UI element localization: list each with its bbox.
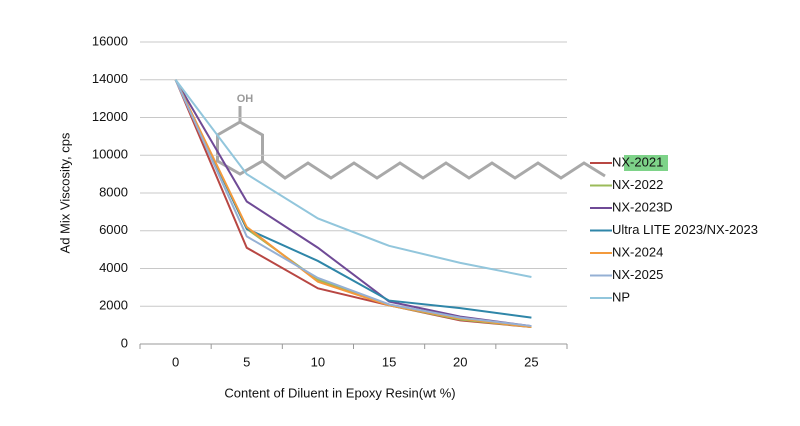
y-tick-label: 10000	[92, 147, 128, 162]
legend-label: NX-2021	[612, 154, 663, 169]
legend-label: NP	[612, 289, 630, 304]
legend-label: NX-2024	[612, 244, 663, 259]
y-tick-label: 12000	[92, 109, 128, 124]
legend-label: NX-2025	[612, 267, 663, 282]
series-line	[174, 79, 532, 278]
x-tick-label: 25	[524, 354, 538, 369]
legend-label: Ultra LITE 2023/NX-2023	[612, 222, 758, 237]
x-tick-label: 10	[311, 354, 325, 369]
x-tick-label: 20	[453, 354, 467, 369]
y-tick-label: 0	[121, 335, 128, 350]
series-line	[174, 79, 532, 328]
y-tick-label: 2000	[99, 298, 128, 313]
highlight	[624, 155, 668, 171]
molecule	[216, 106, 606, 180]
x-tick-label: 5	[243, 354, 250, 369]
series-line	[174, 79, 532, 329]
series-line	[174, 79, 532, 328]
alkyl-chain	[261, 159, 606, 180]
x-tick-label: 15	[382, 354, 396, 369]
molecule-label: OH	[237, 93, 254, 105]
y-tick-label: 14000	[92, 71, 128, 86]
y-tick-label: 16000	[92, 33, 128, 48]
x-tick-label: 0	[172, 354, 179, 369]
y-tick-label: 8000	[99, 184, 128, 199]
y-tick-label: 4000	[99, 260, 128, 275]
y-tick-label: 6000	[99, 222, 128, 237]
legend-label: NX-2023D	[612, 199, 673, 214]
legend-label: NX-2022	[612, 177, 663, 192]
x-axis-label: Content of Diluent in Epoxy Resin(wt %)	[224, 385, 455, 400]
y-axis-label: Ad Mix Viscosity, cps	[57, 132, 72, 253]
